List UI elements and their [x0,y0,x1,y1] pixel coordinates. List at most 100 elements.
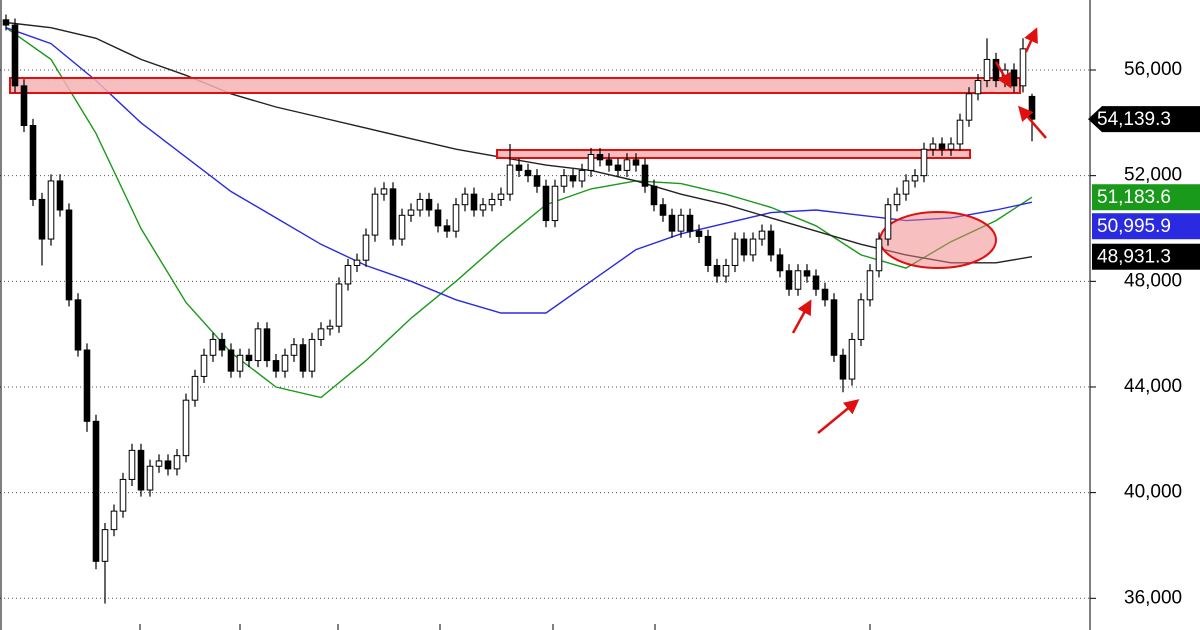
candle-body [164,460,172,470]
price-tag-label: 50,995.9 [1097,216,1171,237]
candle-body [641,164,649,187]
grid [0,69,1090,599]
candle-body [308,338,316,372]
candle-body [65,209,73,301]
candle-body [731,238,739,266]
arrow [994,61,1012,89]
candle-body [911,175,919,182]
candle-body [470,193,478,211]
candle-body [380,188,388,195]
candle-body [146,465,154,491]
candle-body [506,164,514,195]
resistance-zone [9,77,1021,94]
candle-body [227,349,235,372]
candle-body [920,148,928,177]
candle-body [101,529,109,562]
candle-body [587,154,595,171]
candle-body [605,159,613,166]
candle-body [425,198,433,211]
candle-body [2,19,10,26]
candle-body [290,344,298,356]
candle-body [389,188,397,240]
candle-body [947,143,955,150]
arrow [1024,27,1038,53]
candle-body [686,214,694,232]
candle-body [128,449,136,480]
candle-body [821,288,829,301]
candle-body [497,193,505,200]
candle-body [92,420,100,562]
candle-body [542,185,550,222]
candle-body [722,264,730,277]
candle-body [353,259,361,266]
candle-body [173,455,181,470]
candle-body [704,235,712,266]
arrow [1018,105,1047,139]
highlight-ellipse [879,211,997,269]
candle-body [830,299,838,356]
candle-body [326,325,334,330]
candle-body [245,354,253,362]
candle-body [362,234,370,261]
arrow [817,399,860,434]
price-tag-label: 54,139.3 [1097,109,1171,130]
candle-body [758,230,766,240]
candle-body [281,354,289,372]
candle-body [443,225,451,232]
y-tick-label: 36,000 [1124,587,1182,608]
candle-body [1028,95,1036,120]
y-tick-label: 44,000 [1124,376,1182,397]
moving-average [5,27,1033,399]
candle-body [335,283,343,327]
price-tag [1088,106,1200,133]
candle-body [668,214,676,232]
candle-body [20,85,28,126]
candle-body [848,338,856,380]
candle-body [560,175,568,187]
candle-body [236,354,244,372]
candle-body [623,159,631,171]
candle-body [578,169,586,182]
candle-body [254,328,262,362]
annotations [791,27,1047,434]
candle-body [785,270,793,290]
candle-body [434,209,442,227]
candle-body [155,460,163,467]
price-tag-label: 51,183.6 [1097,187,1171,208]
candle-body [677,214,685,232]
candle-body [713,264,721,277]
candle-body [749,238,757,256]
candle-body [488,198,496,206]
candle-body [182,399,190,457]
moving-average [5,27,1033,314]
x-ticks [139,624,871,630]
candle-body [857,299,865,340]
candle-body [740,238,748,256]
candle-body [875,238,883,272]
candle-body [479,204,487,211]
candle-body [344,264,352,285]
candle-body [515,164,523,171]
candle-body [965,93,973,121]
price-tag [1092,213,1200,240]
candle-body [596,154,604,161]
moving-average [5,21,1033,264]
candle-body [137,449,145,491]
candle-body [866,270,874,301]
candle-body [632,159,640,166]
resistance-zone [496,149,971,159]
candle-body [983,58,991,82]
candle-body [407,209,415,216]
candle-body [38,198,46,240]
price-tag-label: 48,931.3 [1097,247,1171,268]
candle-body [893,193,901,206]
candle-body [200,354,208,377]
candle-body [47,180,55,240]
candle-body [11,24,19,87]
price-tags: 54,139.3 51,183.6 50,995.9 48,931.3 [1088,106,1200,270]
candle-body [767,230,775,256]
candle-body [992,58,1000,82]
